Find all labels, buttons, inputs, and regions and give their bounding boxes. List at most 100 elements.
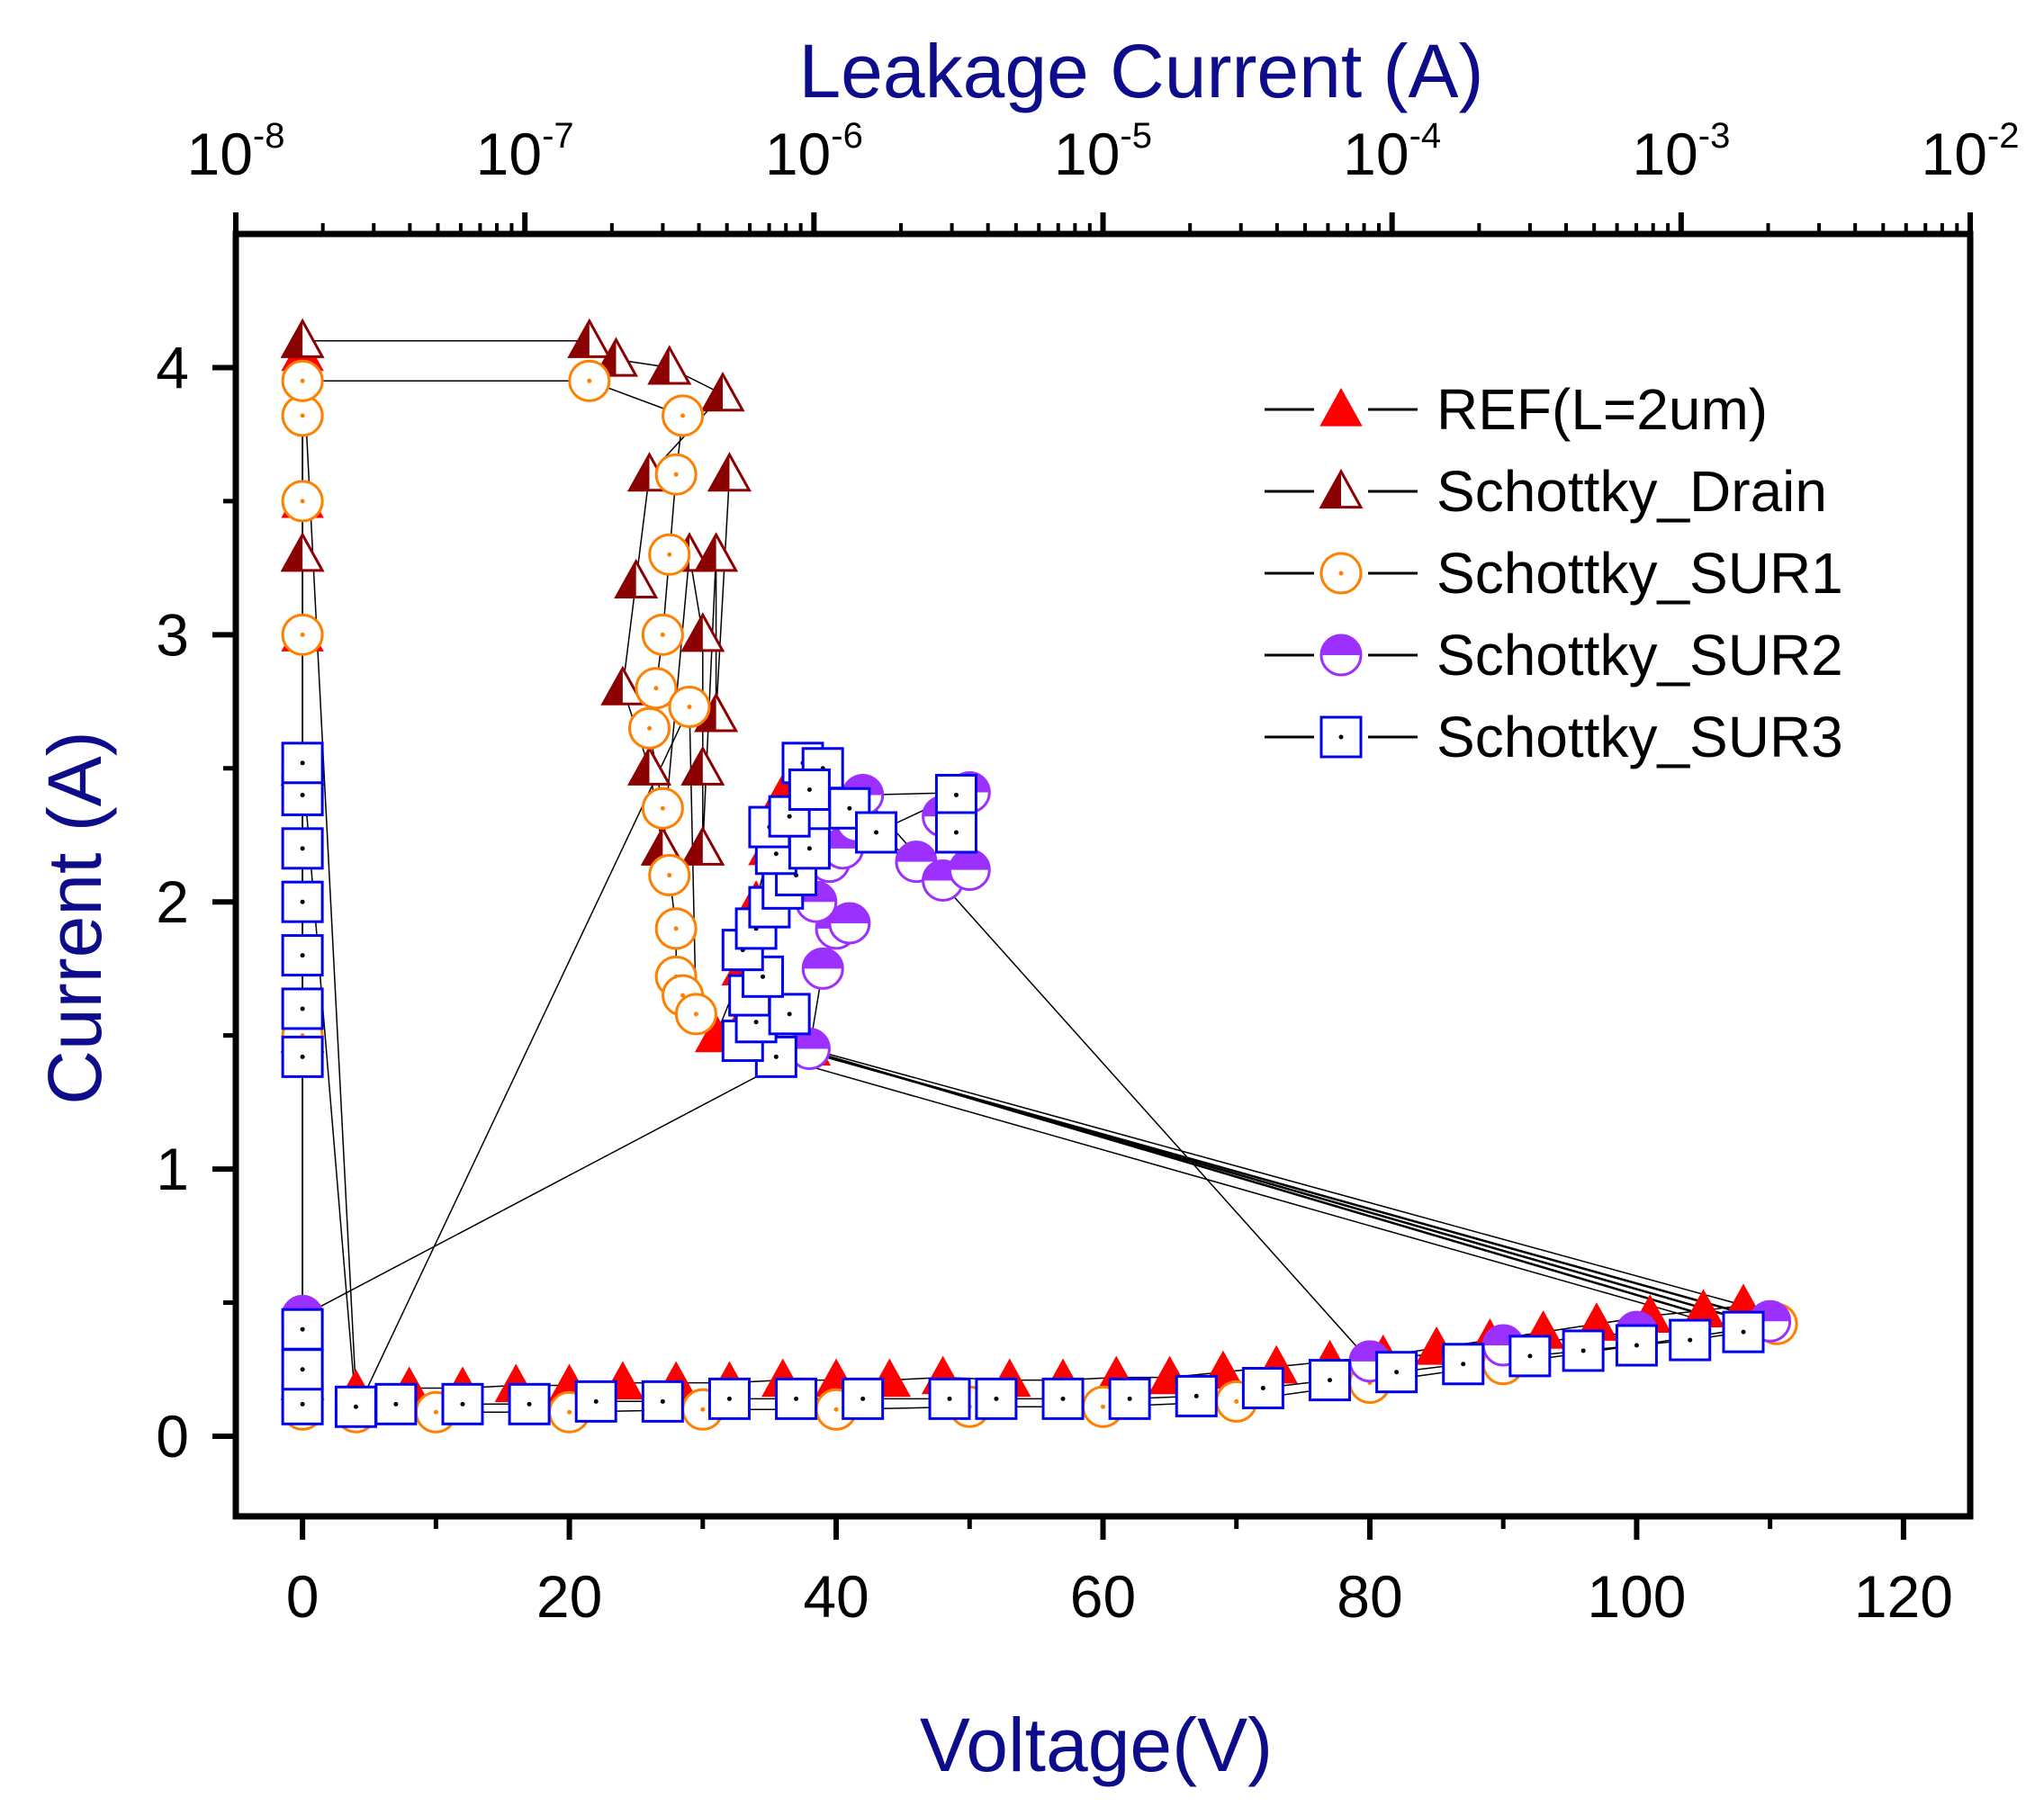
data-point-series-5 [281, 827, 324, 870]
data-point-series-3 [628, 706, 671, 750]
marker-dot [300, 499, 305, 504]
marker-half [643, 828, 663, 865]
legend-marker [1319, 552, 1363, 595]
data-point-series-2 [680, 825, 725, 866]
marker-dot [300, 792, 305, 797]
data-point-series-5 [1375, 1351, 1418, 1394]
marker-dot [300, 413, 305, 418]
marker-half [629, 454, 650, 490]
marker-dot [393, 1401, 399, 1407]
marker-dot [660, 632, 665, 637]
marker-dot [726, 1396, 732, 1401]
data-point-series-5 [334, 1385, 377, 1428]
marker-dot [860, 1396, 866, 1401]
marker-half [283, 535, 303, 571]
marker-half [950, 850, 990, 870]
marker-half [1321, 635, 1361, 655]
marker-dot [527, 1401, 532, 1407]
legend-label: REF(L=2um) [1436, 377, 1768, 442]
x-tick-label: 40 [803, 1563, 869, 1630]
marker-dot [953, 830, 959, 835]
marker-dot [1127, 1396, 1132, 1401]
data-point-series-5 [1108, 1377, 1151, 1420]
connector-lines [802, 1047, 1744, 1320]
data-point-series-4 [828, 902, 871, 945]
marker-dot [300, 1006, 305, 1011]
data-point-series-4 [948, 849, 991, 892]
data-point-series-5 [281, 880, 324, 923]
data-point-series-2 [694, 532, 739, 572]
marker-half [896, 841, 936, 862]
marker-half [1321, 472, 1341, 508]
data-point-series-5 [1041, 1377, 1085, 1420]
legend-marker [1319, 715, 1363, 759]
data-point-series-5 [855, 811, 898, 854]
data-point-series-2 [680, 612, 725, 652]
marker-shape [281, 1382, 324, 1425]
marker-shape [934, 811, 977, 854]
marker-shape [281, 827, 324, 870]
data-point-series-5 [574, 1380, 617, 1423]
series-line-5 [302, 761, 1744, 1408]
marker-dot [1634, 1343, 1639, 1348]
legend-label: Schottky_SUR3 [1436, 705, 1843, 769]
marker-dot [953, 792, 959, 797]
marker-dot [1101, 1404, 1105, 1409]
data-point-series-2 [567, 318, 612, 358]
top-tick-label: 10-7 [476, 116, 574, 187]
marker-dot [1394, 1370, 1400, 1375]
data-point-series-5 [775, 1377, 818, 1420]
marker-half [682, 828, 703, 865]
data-point-series-2 [700, 372, 745, 412]
marker-dot [1193, 1393, 1199, 1398]
data-point-series-5 [281, 1382, 324, 1425]
data-point-series-5 [1615, 1324, 1658, 1367]
data-point-series-5 [281, 987, 324, 1030]
marker-dot [1580, 1348, 1586, 1353]
data-point-series-5 [1241, 1367, 1284, 1409]
top-tick-label: 10-8 [187, 116, 285, 187]
marker-half [682, 748, 703, 785]
data-point-series-3 [668, 685, 711, 728]
legend-label: Schottky_SUR2 [1436, 623, 1843, 688]
series-markers [280, 318, 1798, 1434]
data-point-series-2 [600, 665, 645, 706]
data-point-series-3 [654, 907, 698, 950]
marker-dot [761, 974, 766, 979]
data-point-series-5 [281, 1308, 324, 1351]
connector-line [815, 1053, 1744, 1315]
data-point-series-5 [441, 1382, 484, 1425]
y-tick-label: 0 [156, 1403, 189, 1470]
x-tick-label: 0 [286, 1563, 320, 1630]
marker-half [682, 615, 703, 651]
marker-shape [1319, 387, 1363, 427]
data-point-series-2 [647, 345, 692, 385]
marker-dot [806, 787, 812, 792]
x-axis-title: Voltage(V) [920, 1703, 1273, 1787]
data-point-series-5 [281, 1035, 324, 1078]
marker-dot [667, 873, 672, 877]
data-point-series-4 [801, 947, 844, 990]
data-point-series-5 [641, 1380, 684, 1423]
data-point-series-5 [788, 769, 831, 811]
marker-dot [587, 378, 592, 383]
data-point-series-5 [374, 1382, 418, 1425]
marker-dot [787, 814, 792, 819]
marker-dot [947, 1396, 952, 1401]
marker-dot [833, 1407, 839, 1412]
data-point-series-2 [614, 558, 659, 599]
data-point-series-3 [648, 854, 691, 896]
marker-dot [806, 846, 812, 851]
top-axis-title: Leakage Current (A) [798, 29, 1483, 113]
data-point-series-5 [1562, 1329, 1605, 1372]
marker-dot [773, 1054, 779, 1059]
y-tick-label: 1 [156, 1136, 189, 1202]
marker-dot [567, 1409, 572, 1415]
marker-dot [1060, 1396, 1066, 1401]
marker-dot [653, 686, 659, 691]
legend-marker [1319, 468, 1364, 509]
marker-half [569, 320, 590, 357]
marker-dot [673, 472, 679, 477]
data-point-series-2 [680, 745, 725, 786]
marker-dot [1260, 1386, 1265, 1390]
